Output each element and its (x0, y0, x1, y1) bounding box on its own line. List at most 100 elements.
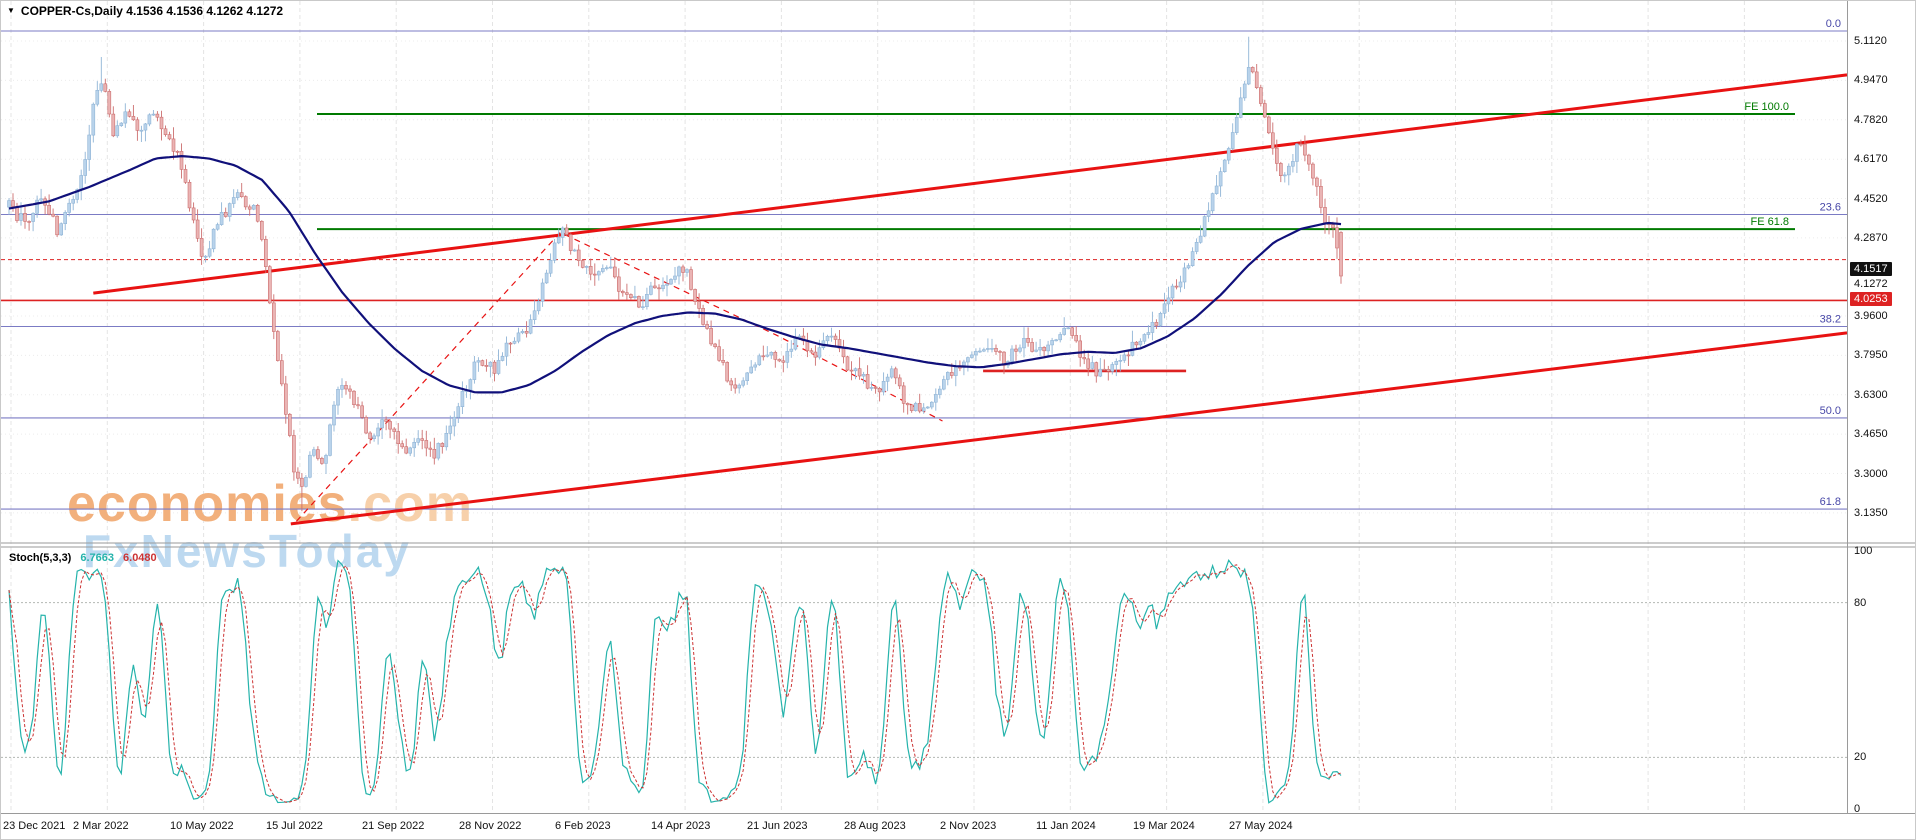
candle-body (1042, 346, 1046, 352)
candle-body (580, 260, 585, 268)
candle-body (468, 379, 473, 391)
candle-body (970, 354, 974, 358)
candle-body (689, 269, 693, 290)
candle-body (424, 440, 429, 449)
date-tick-label: 14 Apr 2023 (651, 820, 711, 832)
candle-body (966, 357, 970, 363)
candle-body (909, 404, 914, 411)
candle-body (681, 266, 685, 273)
fibonacci-level-label: 23.6 (1820, 202, 1841, 214)
candle-body (420, 438, 425, 441)
gridlines (1, 1, 1847, 813)
trendline[interactable] (290, 331, 1848, 526)
candle-body (813, 351, 818, 358)
candle-body (524, 330, 529, 334)
date-tick-label: 21 Sep 2022 (362, 820, 425, 832)
date-axis[interactable]: 23 Dec 2021 2 Mar 2022 10 May 2022 15 Jul 2… (1, 813, 1915, 839)
candle-body (516, 332, 521, 342)
candle-body (167, 134, 172, 140)
candle-body (841, 347, 846, 358)
stoch-axis-label: 100 (1854, 545, 1873, 557)
moving-average-line[interactable] (8, 154, 1342, 394)
candle-body (392, 428, 397, 432)
candle-body (175, 151, 180, 153)
candle-body (937, 388, 942, 395)
candle-body (55, 215, 59, 236)
candle-body (685, 269, 689, 273)
candle-body (1150, 322, 1155, 333)
candle-body (71, 199, 75, 204)
candle-body (1206, 210, 1211, 217)
candle-body (921, 407, 926, 412)
candle-body (837, 339, 842, 349)
candle-body (1238, 97, 1243, 118)
candle-body (308, 454, 312, 478)
candle-body (384, 419, 388, 422)
candle-body (95, 90, 100, 105)
candle-body (649, 285, 653, 295)
candle-body (608, 266, 613, 269)
fibonacci-level-label: 0.0 (1826, 18, 1841, 30)
candle-body (484, 364, 489, 367)
candle-body (990, 347, 994, 350)
candle-body (1090, 362, 1095, 369)
candle-body (488, 361, 493, 367)
candle-body (1030, 342, 1034, 352)
candle-body (1162, 303, 1167, 314)
candle-body (340, 385, 344, 390)
candle-body (199, 238, 204, 257)
candle-body (917, 403, 922, 412)
candle-body (1182, 267, 1187, 283)
date-tick-label: 10 May 2022 (170, 820, 234, 832)
candle-body (75, 189, 79, 200)
candle-body (520, 330, 525, 334)
candle-body (259, 221, 264, 240)
candle-body (512, 340, 517, 344)
candle-body (1050, 340, 1054, 346)
last-price-label: 4.1272 (1854, 278, 1888, 290)
candle-body (1307, 154, 1311, 165)
candle-body (127, 111, 132, 117)
candle-body (757, 355, 762, 366)
candle-body (749, 366, 754, 374)
fibonacci-level-label: 38.2 (1820, 314, 1841, 326)
candle-body (1082, 357, 1086, 360)
fibonacci-level-label: 50.0 (1820, 405, 1841, 417)
candle-body (59, 223, 64, 236)
candle-body (320, 457, 324, 464)
candle-body (31, 213, 35, 222)
candle-body (279, 360, 284, 385)
candle-body (472, 361, 477, 380)
date-tick-label: 2 Nov 2023 (940, 820, 997, 832)
stoch-k-line (8, 559, 1342, 804)
trendline[interactable] (93, 73, 1848, 295)
candle-body (717, 346, 721, 361)
candle-body (877, 387, 882, 393)
candle-body (1222, 159, 1227, 173)
price-axis[interactable]: 5.1120 4.9470 4.7820 4.6170 4.4520 4.2870 3.96… (1847, 1, 1915, 815)
candle-body (789, 348, 794, 352)
candle-body (195, 219, 200, 239)
candle-body (905, 403, 910, 406)
symbol-dropdown-icon[interactable]: ▼ (7, 6, 15, 15)
candle-body (781, 360, 786, 363)
candle-body (316, 449, 320, 459)
candle-body (737, 384, 742, 389)
candle-body (729, 380, 734, 386)
candle-body (267, 266, 272, 304)
candle-body (135, 119, 140, 131)
candle-body (701, 307, 705, 325)
candle-body (1335, 227, 1339, 249)
candle-body (873, 387, 878, 389)
candle-body (11, 200, 15, 207)
candle-body (27, 221, 31, 223)
candle-body (243, 196, 248, 208)
candle-body (87, 134, 91, 160)
candle-body (107, 91, 112, 115)
candle-body (207, 248, 212, 257)
candle-body (163, 128, 168, 135)
date-tick-label: 28 Nov 2022 (459, 820, 522, 832)
candle-body (91, 103, 96, 136)
candle-body (19, 213, 23, 221)
